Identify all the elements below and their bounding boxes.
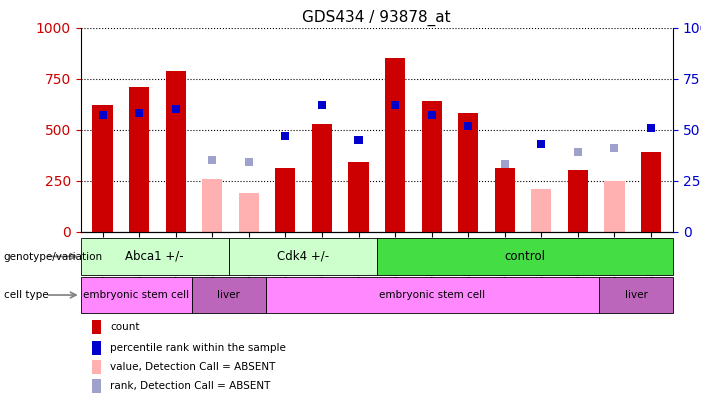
- Bar: [348, 162, 369, 232]
- Bar: [208, 156, 217, 164]
- Bar: [568, 170, 588, 232]
- Bar: [93, 341, 102, 355]
- Bar: [81, 277, 191, 313]
- Bar: [239, 193, 259, 232]
- Bar: [501, 160, 509, 168]
- Bar: [385, 58, 405, 232]
- Bar: [202, 179, 222, 232]
- Bar: [464, 122, 472, 129]
- Text: count: count: [110, 322, 139, 332]
- Bar: [135, 109, 143, 118]
- Text: Cdk4 +/-: Cdk4 +/-: [277, 250, 329, 263]
- Bar: [275, 168, 295, 232]
- Bar: [599, 277, 673, 313]
- Bar: [458, 113, 478, 232]
- Bar: [129, 87, 149, 232]
- Bar: [93, 320, 102, 334]
- Bar: [604, 181, 625, 232]
- Bar: [165, 70, 186, 232]
- Bar: [266, 277, 599, 313]
- Bar: [81, 238, 229, 275]
- Bar: [391, 101, 399, 109]
- Bar: [172, 105, 179, 113]
- Bar: [531, 189, 552, 232]
- Bar: [99, 111, 107, 120]
- Bar: [641, 152, 661, 232]
- Text: embryonic stem cell: embryonic stem cell: [379, 290, 485, 300]
- Bar: [318, 101, 326, 109]
- Text: value, Detection Call = ABSENT: value, Detection Call = ABSENT: [110, 362, 275, 372]
- Bar: [495, 168, 515, 232]
- Text: embryonic stem cell: embryonic stem cell: [83, 290, 189, 300]
- Text: rank, Detection Call = ABSENT: rank, Detection Call = ABSENT: [110, 381, 271, 391]
- Bar: [574, 148, 582, 156]
- Title: GDS434 / 93878_at: GDS434 / 93878_at: [302, 10, 451, 27]
- Text: liver: liver: [217, 290, 240, 300]
- Bar: [93, 379, 102, 393]
- Bar: [647, 124, 655, 132]
- Text: liver: liver: [625, 290, 648, 300]
- Bar: [377, 238, 673, 275]
- Bar: [245, 158, 253, 166]
- Bar: [421, 101, 442, 232]
- Bar: [229, 238, 377, 275]
- Bar: [611, 144, 618, 152]
- Bar: [312, 124, 332, 232]
- Text: percentile rank within the sample: percentile rank within the sample: [110, 343, 286, 353]
- Text: genotype/variation: genotype/variation: [4, 251, 102, 262]
- Text: Abca1 +/-: Abca1 +/-: [125, 250, 184, 263]
- Bar: [428, 111, 435, 120]
- Text: cell type: cell type: [4, 290, 48, 300]
- Bar: [191, 277, 266, 313]
- Text: control: control: [505, 250, 545, 263]
- Bar: [93, 105, 113, 232]
- Bar: [93, 360, 102, 374]
- Bar: [537, 140, 545, 148]
- Bar: [281, 132, 290, 140]
- Bar: [355, 136, 362, 144]
